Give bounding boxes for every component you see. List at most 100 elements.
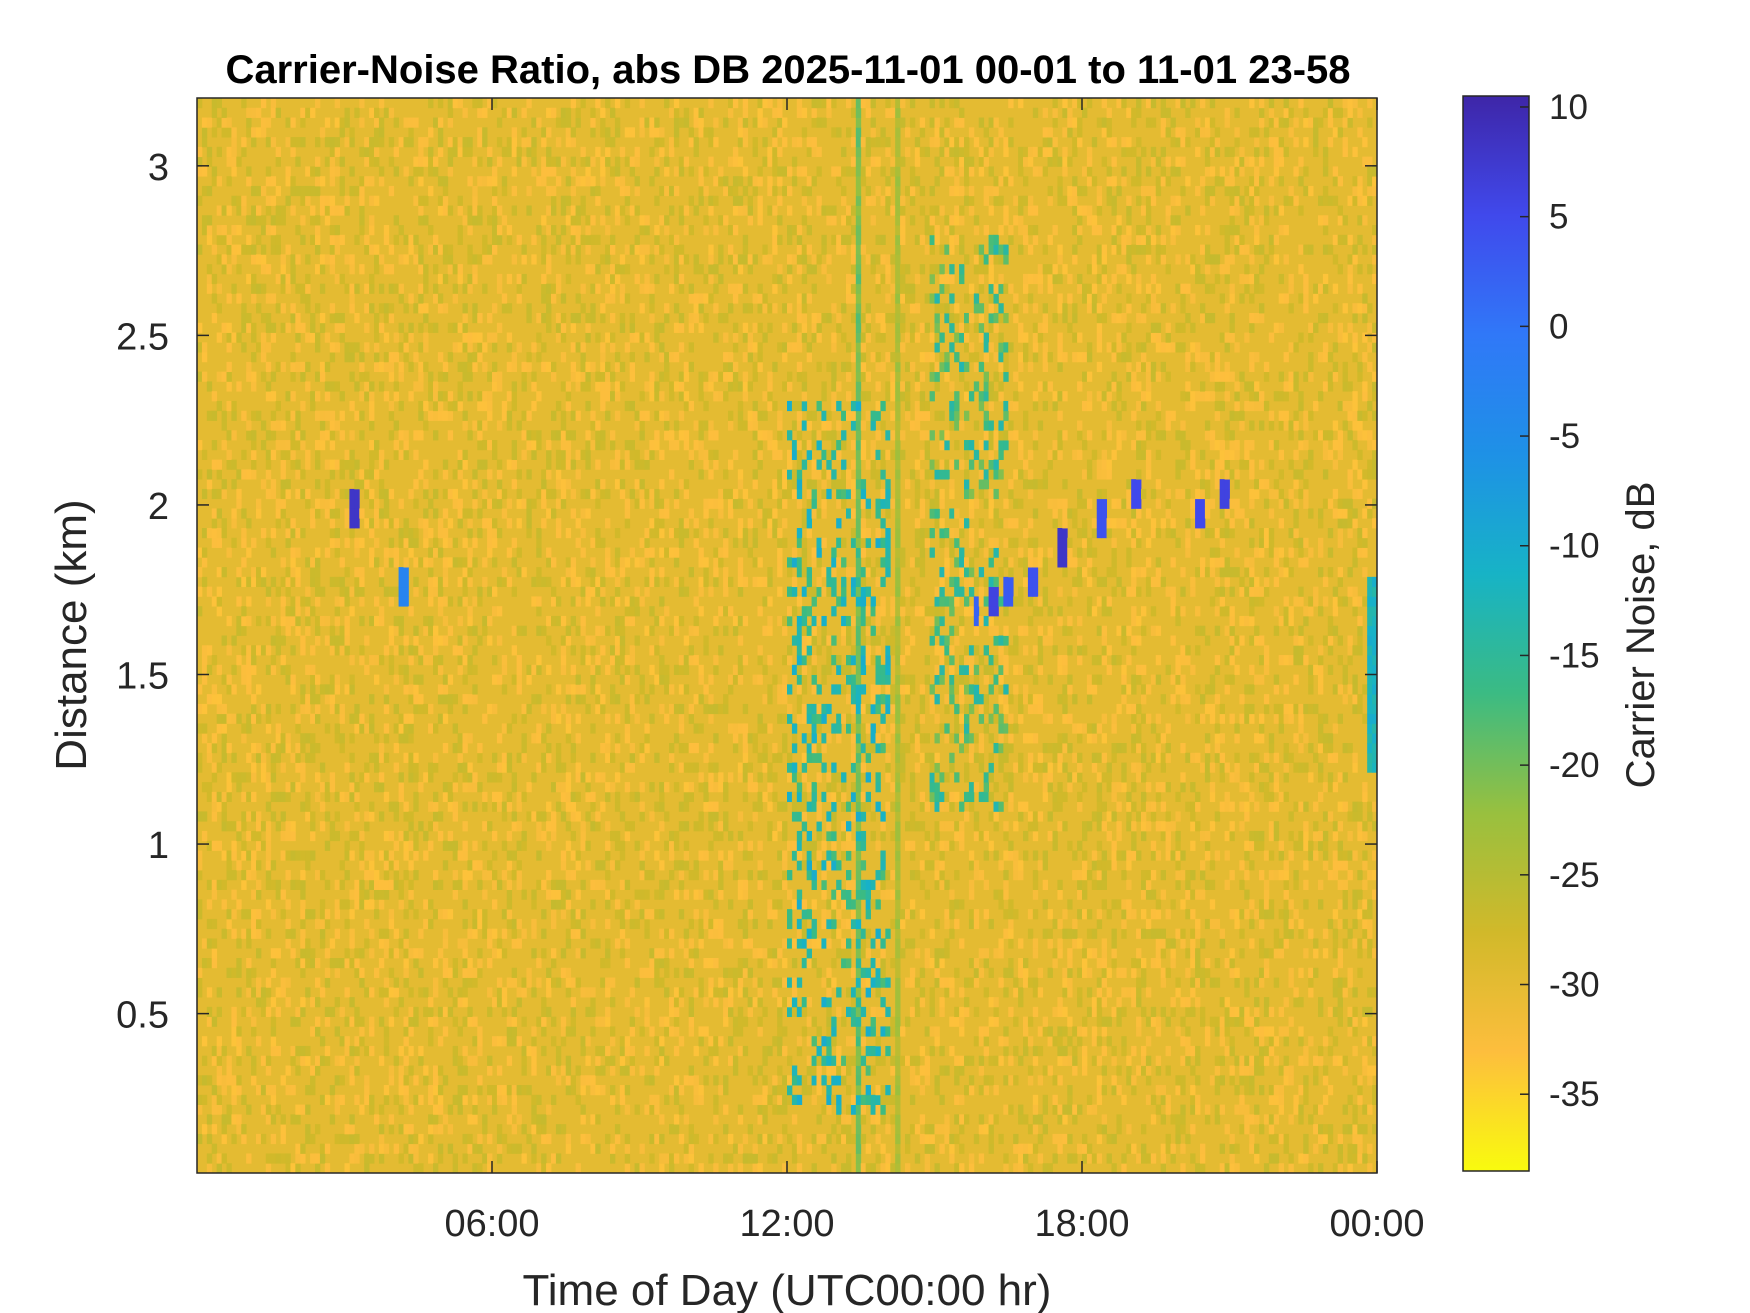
heatmap-cell [698, 264, 704, 275]
heatmap-cell [231, 1036, 237, 1047]
heatmap-cell [413, 645, 419, 656]
heatmap-cell [752, 918, 758, 930]
heatmap-cell [718, 244, 724, 255]
heatmap-cell [433, 879, 439, 890]
heatmap-cell [418, 156, 424, 167]
heatmap-cell [285, 410, 291, 421]
heatmap-cell [383, 225, 390, 236]
heatmap-cell [772, 977, 778, 988]
heatmap-cell [236, 469, 242, 480]
heatmap-cell [649, 176, 655, 187]
heatmap-cell [718, 703, 724, 715]
heatmap-cell [698, 1163, 704, 1174]
heatmap-cell [433, 1065, 439, 1076]
heatmap-cell [216, 205, 222, 216]
heatmap-cell [501, 801, 508, 812]
heatmap-cell [585, 371, 591, 382]
heatmap-cell [678, 801, 685, 812]
heatmap-cell [585, 703, 591, 715]
heatmap-cell [723, 1153, 729, 1164]
heatmap-cell [718, 830, 724, 842]
heatmap-cell [241, 469, 247, 480]
heatmap-cell [339, 322, 345, 333]
heatmap-cell [354, 185, 360, 197]
heatmap-cell [782, 713, 788, 724]
heatmap-cell [688, 361, 694, 373]
heatmap-cell [590, 303, 596, 314]
heatmap-cell [374, 146, 380, 158]
heatmap-cell [393, 547, 399, 558]
heatmap-cell [285, 518, 291, 529]
heatmap-cell [619, 479, 626, 490]
heatmap-cell [378, 98, 385, 109]
heatmap-cell [315, 567, 321, 578]
heatmap-cell [197, 342, 203, 353]
heatmap-cell [718, 508, 724, 519]
heatmap-cell [742, 303, 749, 314]
heatmap-cell [555, 1075, 562, 1086]
heatmap-cell [649, 518, 655, 529]
heatmap-cell [393, 117, 399, 128]
heatmap-cell [526, 185, 532, 197]
heatmap-cell [369, 899, 375, 910]
heatmap-cell [275, 156, 281, 167]
heatmap-cell [546, 547, 552, 558]
heatmap-cell [226, 860, 232, 871]
heatmap-cell [767, 400, 773, 412]
heatmap-cell [560, 1016, 567, 1027]
heatmap-cell [541, 234, 547, 245]
heatmap-cell [418, 361, 424, 373]
heatmap-cell [673, 98, 680, 109]
heatmap-cell [624, 723, 631, 734]
heatmap-cell [703, 870, 709, 881]
heatmap-cell [206, 664, 213, 675]
heatmap-cell [197, 469, 203, 480]
heatmap-cell [265, 586, 272, 597]
heatmap-cell [462, 997, 468, 1008]
heatmap-cell [265, 830, 272, 842]
heatmap-cell [777, 684, 783, 695]
heatmap-cell [565, 723, 572, 734]
heatmap-cell [300, 440, 306, 451]
heatmap-cell [265, 205, 272, 216]
heatmap-cell [290, 879, 296, 890]
heatmap-cell [506, 1026, 513, 1037]
heatmap-cell [339, 1036, 345, 1047]
heatmap-cell [742, 1133, 749, 1145]
heatmap-cell [265, 361, 272, 373]
heatmap-cell [546, 723, 552, 734]
heatmap-cell [678, 244, 685, 255]
heatmap-cell [310, 332, 316, 343]
heatmap-cell [319, 430, 326, 441]
heatmap-cell [413, 1163, 419, 1174]
heatmap-cell [418, 410, 424, 421]
heatmap-cell [270, 176, 277, 187]
heatmap-cell [580, 342, 586, 353]
heatmap-cell [521, 977, 527, 988]
heatmap-cell [339, 205, 345, 216]
heatmap-cell [737, 283, 744, 294]
heatmap-cell [492, 1094, 498, 1105]
heatmap-cell [698, 1085, 704, 1096]
heatmap-cell [605, 98, 611, 109]
heatmap-cell [585, 635, 591, 646]
heatmap-cell [378, 811, 385, 822]
heatmap-cell [231, 1016, 237, 1027]
heatmap-cell [201, 782, 208, 793]
heatmap-cell [575, 254, 581, 265]
heatmap-cell [605, 821, 611, 832]
heatmap-cell [506, 273, 513, 285]
heatmap-cell [585, 322, 591, 333]
heatmap-cell [654, 958, 660, 969]
heatmap-cell [585, 166, 591, 177]
heatmap-cell [713, 1045, 719, 1057]
heatmap-cell [693, 694, 699, 705]
heatmap-cell [349, 137, 355, 148]
heatmap-cell [251, 254, 257, 265]
heatmap-cell [477, 635, 483, 646]
heatmap-cell [211, 244, 218, 255]
heatmap-cell [747, 381, 753, 392]
heatmap-cell [585, 860, 591, 871]
heatmap-cell [659, 215, 665, 226]
heatmap-cell [590, 283, 596, 294]
